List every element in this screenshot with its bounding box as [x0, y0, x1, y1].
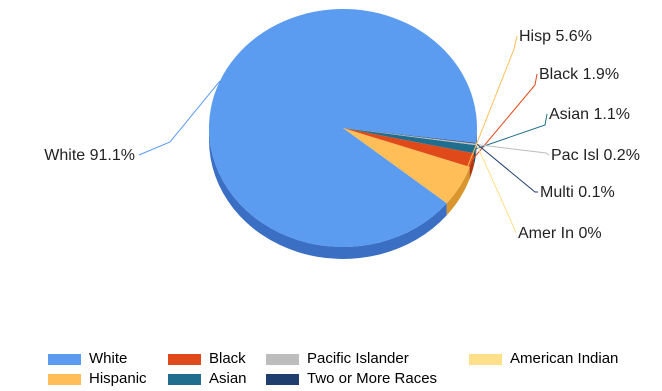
data-label-american-indian: Amer In 0%	[518, 225, 602, 242]
leader-line-pacific-islander	[476, 144, 549, 155]
data-label-white: White 91.1%	[44, 147, 135, 164]
data-label-hispanic: Hisp 5.6%	[519, 28, 592, 45]
data-label-asian: Asian 1.1%	[549, 106, 630, 123]
pie-tops	[209, 9, 477, 247]
leader-line-american-indian	[476, 143, 516, 233]
data-label-pacific-islander: Pac Isl 0.2%	[551, 147, 640, 164]
leader-line-white	[139, 81, 220, 155]
data-label-black: Black 1.9%	[539, 66, 619, 83]
data-label-two-or-more-races: Multi 0.1%	[540, 184, 615, 201]
